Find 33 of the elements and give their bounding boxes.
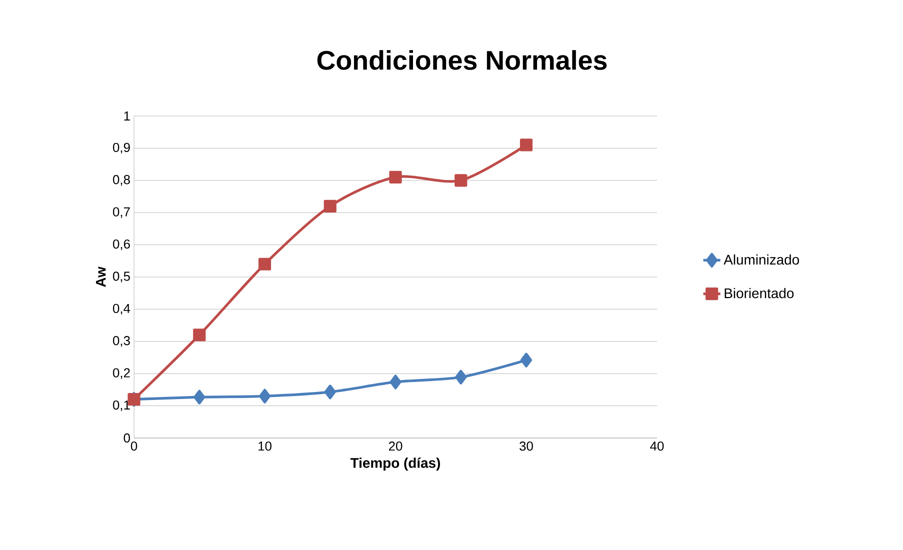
point [390,374,402,390]
x-tick-label: 10 [258,442,272,451]
point [454,174,468,187]
y-tick-label: 1 [124,112,130,120]
y-tick-label: 0,9 [112,142,130,154]
point [258,258,272,270]
point [193,328,206,342]
point [520,138,533,152]
point [324,200,336,212]
point [520,352,532,368]
x-tick-label: 20 [388,442,402,451]
y-tick-label: 0,2 [112,368,130,379]
point [194,390,206,404]
point [389,170,402,184]
y-tick-label: 0,4 [112,304,130,315]
x-tick-label: 0 [130,442,138,451]
y-tick-label: 0,6 [112,239,130,250]
point [324,384,336,400]
point [455,370,467,384]
y-tick-label: 0,3 [112,336,130,347]
x-axis-title: Tiempo (días) [350,458,440,471]
y-axis-title: Aw [96,266,106,287]
y-tick-label: 0,7 [112,207,130,218]
y-tick-label: 0 [124,433,130,443]
y-tick-label: 0,8 [112,175,130,186]
x-tick-label: 30 [520,442,533,451]
y-tick-label: 0,5 [112,272,130,282]
point [258,388,271,404]
legend-label: Aluminizado [724,254,800,265]
x-tick-label: 40 [650,442,664,451]
legend-label: Biorientado [724,288,794,298]
y-tick-label: 0,1 [112,400,130,412]
chart-title: Condiciones Normales [317,50,607,70]
